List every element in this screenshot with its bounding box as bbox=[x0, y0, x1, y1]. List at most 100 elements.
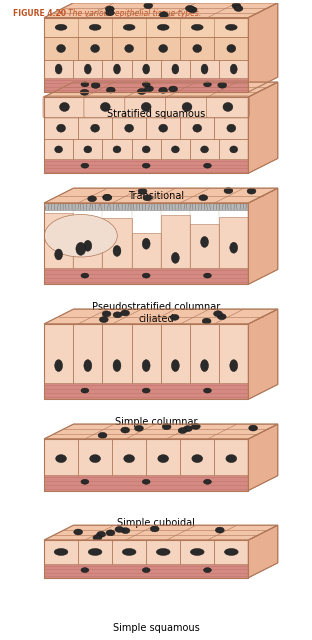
Ellipse shape bbox=[226, 454, 237, 463]
Ellipse shape bbox=[84, 64, 91, 74]
Polygon shape bbox=[132, 324, 161, 383]
Ellipse shape bbox=[171, 360, 179, 372]
Ellipse shape bbox=[81, 479, 89, 484]
Ellipse shape bbox=[60, 102, 69, 111]
Ellipse shape bbox=[91, 45, 100, 52]
Polygon shape bbox=[78, 540, 112, 564]
Ellipse shape bbox=[157, 24, 169, 30]
Polygon shape bbox=[44, 140, 73, 159]
Ellipse shape bbox=[84, 360, 92, 372]
Polygon shape bbox=[161, 324, 190, 383]
Ellipse shape bbox=[142, 479, 150, 484]
Ellipse shape bbox=[113, 246, 121, 257]
Ellipse shape bbox=[230, 146, 238, 153]
Polygon shape bbox=[190, 140, 219, 159]
Polygon shape bbox=[44, 37, 78, 60]
Polygon shape bbox=[219, 216, 248, 268]
Polygon shape bbox=[146, 37, 180, 60]
Ellipse shape bbox=[142, 163, 150, 168]
Polygon shape bbox=[78, 117, 112, 140]
Polygon shape bbox=[112, 439, 146, 475]
Text: Simple squamous: Simple squamous bbox=[113, 623, 199, 634]
Ellipse shape bbox=[142, 273, 150, 278]
Polygon shape bbox=[44, 78, 248, 92]
Ellipse shape bbox=[56, 454, 66, 463]
Ellipse shape bbox=[113, 312, 122, 318]
Ellipse shape bbox=[115, 527, 124, 532]
Ellipse shape bbox=[103, 195, 112, 201]
Ellipse shape bbox=[113, 146, 121, 153]
Polygon shape bbox=[44, 439, 78, 475]
Ellipse shape bbox=[141, 102, 151, 111]
Ellipse shape bbox=[105, 6, 114, 12]
Polygon shape bbox=[73, 227, 102, 268]
Ellipse shape bbox=[143, 195, 152, 201]
Ellipse shape bbox=[55, 360, 62, 372]
Ellipse shape bbox=[44, 214, 117, 257]
Ellipse shape bbox=[142, 82, 150, 87]
Ellipse shape bbox=[201, 146, 208, 153]
Polygon shape bbox=[44, 424, 278, 439]
Ellipse shape bbox=[121, 527, 130, 534]
Ellipse shape bbox=[234, 6, 243, 12]
Polygon shape bbox=[44, 383, 248, 399]
Ellipse shape bbox=[121, 310, 129, 316]
Polygon shape bbox=[180, 117, 214, 140]
Ellipse shape bbox=[230, 64, 237, 74]
Polygon shape bbox=[44, 159, 248, 173]
Ellipse shape bbox=[124, 454, 134, 463]
Ellipse shape bbox=[81, 163, 89, 168]
Ellipse shape bbox=[137, 88, 146, 95]
Polygon shape bbox=[219, 60, 248, 78]
Ellipse shape bbox=[89, 24, 101, 30]
Ellipse shape bbox=[143, 64, 150, 74]
Ellipse shape bbox=[57, 45, 66, 52]
FancyBboxPatch shape bbox=[84, 96, 127, 118]
Ellipse shape bbox=[98, 433, 107, 438]
Ellipse shape bbox=[144, 3, 153, 9]
Ellipse shape bbox=[169, 86, 178, 92]
Ellipse shape bbox=[74, 529, 83, 535]
Polygon shape bbox=[44, 268, 248, 284]
Polygon shape bbox=[44, 525, 278, 540]
Ellipse shape bbox=[158, 454, 168, 463]
Ellipse shape bbox=[105, 10, 114, 16]
Polygon shape bbox=[214, 117, 248, 140]
Polygon shape bbox=[78, 37, 112, 60]
Ellipse shape bbox=[122, 548, 136, 556]
Ellipse shape bbox=[55, 249, 62, 260]
Ellipse shape bbox=[55, 24, 67, 30]
Ellipse shape bbox=[91, 83, 100, 88]
Ellipse shape bbox=[80, 90, 89, 95]
Ellipse shape bbox=[57, 124, 66, 132]
Polygon shape bbox=[190, 324, 219, 383]
Ellipse shape bbox=[224, 188, 233, 194]
Ellipse shape bbox=[190, 548, 204, 556]
Polygon shape bbox=[248, 525, 278, 578]
Ellipse shape bbox=[227, 45, 236, 52]
Polygon shape bbox=[44, 212, 73, 268]
FancyBboxPatch shape bbox=[125, 96, 168, 118]
Ellipse shape bbox=[193, 124, 202, 132]
Polygon shape bbox=[102, 218, 132, 268]
Text: Simple cuboidal: Simple cuboidal bbox=[117, 518, 195, 528]
Ellipse shape bbox=[121, 427, 129, 433]
Polygon shape bbox=[73, 60, 102, 78]
Ellipse shape bbox=[192, 454, 203, 463]
Ellipse shape bbox=[97, 531, 105, 538]
Ellipse shape bbox=[93, 535, 102, 541]
Ellipse shape bbox=[178, 428, 187, 433]
Polygon shape bbox=[44, 60, 73, 78]
Polygon shape bbox=[44, 309, 278, 324]
Polygon shape bbox=[146, 540, 180, 564]
Ellipse shape bbox=[193, 45, 202, 52]
Ellipse shape bbox=[225, 24, 237, 30]
Ellipse shape bbox=[159, 87, 168, 93]
Polygon shape bbox=[73, 140, 102, 159]
Ellipse shape bbox=[192, 424, 200, 429]
Ellipse shape bbox=[203, 273, 212, 278]
Polygon shape bbox=[248, 424, 278, 490]
Polygon shape bbox=[44, 188, 278, 203]
Polygon shape bbox=[44, 18, 248, 37]
Polygon shape bbox=[132, 140, 161, 159]
